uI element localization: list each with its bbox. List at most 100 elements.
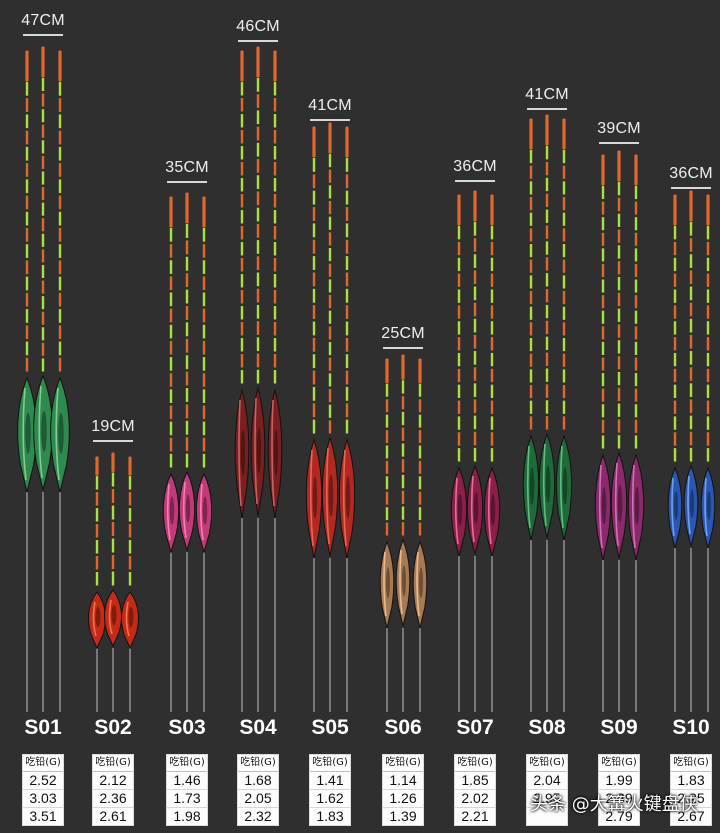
weight-value: 2.95 xyxy=(527,790,567,808)
weight-value: 3.51 xyxy=(29,808,57,824)
float-body-highlight xyxy=(55,387,60,481)
float-body xyxy=(162,472,180,554)
float-body xyxy=(104,589,122,648)
float-body xyxy=(627,453,645,561)
weight-table-header: 吃铅(G) xyxy=(238,755,278,772)
float-body-shadow xyxy=(202,496,208,525)
float-body xyxy=(483,466,501,557)
weight-value: 1.99 xyxy=(599,772,639,790)
model-label-s09: S09 xyxy=(600,716,638,739)
length-underline xyxy=(455,180,495,182)
weight-value: 2.12 xyxy=(93,772,133,790)
float-body-highlight xyxy=(108,599,113,635)
float-body-shadow xyxy=(457,493,463,526)
weight-value: 2.04 xyxy=(527,772,567,790)
float-body-highlight xyxy=(598,464,603,549)
float-body-shadow xyxy=(562,467,568,505)
float-body-highlight xyxy=(182,481,187,539)
weight-value: 1.41 xyxy=(310,772,350,790)
float-body-shadow xyxy=(402,565,406,597)
float-body-highlight xyxy=(470,475,475,543)
float-body xyxy=(88,591,106,650)
weight-value: 1.68 xyxy=(238,772,278,790)
float-body-shadow xyxy=(707,491,711,520)
model-label-s03: S03 xyxy=(168,716,206,739)
float-body-highlight xyxy=(704,477,708,537)
float-body-shadow xyxy=(274,429,278,476)
float-body xyxy=(555,434,573,541)
weight-table-header: 吃铅(G) xyxy=(671,755,711,772)
weight-value: 1.46 xyxy=(167,772,207,790)
length-label-s08: 41CM xyxy=(525,86,569,103)
weight-table-s03: 吃铅(G) 1.46 1.73 1.98 xyxy=(166,754,208,826)
float-body xyxy=(594,453,612,561)
weight-value: 1.26 xyxy=(383,790,423,808)
length-underline xyxy=(310,119,350,121)
weight-value: 1.83 xyxy=(671,772,711,790)
float-body xyxy=(50,376,70,493)
float-body-shadow xyxy=(545,465,551,503)
float-body-highlight xyxy=(238,399,242,507)
float-body-highlight xyxy=(254,397,258,505)
float-body-highlight xyxy=(416,551,420,617)
model-label-s06: S06 xyxy=(384,716,422,739)
float-body-highlight xyxy=(671,477,675,537)
float-body-highlight xyxy=(687,475,691,535)
float-body-highlight xyxy=(526,445,531,529)
weight-value: 2.67 xyxy=(677,808,705,824)
float-body-shadow xyxy=(241,429,245,476)
float-body xyxy=(33,374,53,491)
weight-table-s01: 吃铅(G) 2.52 3.03 3.51 xyxy=(22,754,64,826)
float-body-highlight xyxy=(38,385,43,479)
float-body-shadow xyxy=(473,491,479,524)
float-body-shadow xyxy=(617,484,623,523)
float-body-highlight xyxy=(166,483,171,541)
float-body xyxy=(610,451,628,559)
model-label-s05: S05 xyxy=(311,716,349,739)
weight-value: 3.03 xyxy=(23,790,63,808)
length-label-s01: 47CM xyxy=(21,12,65,29)
float-body-shadow xyxy=(690,489,694,518)
float-body-highlight xyxy=(614,462,619,547)
float-body-highlight xyxy=(309,449,314,547)
weight-value: 2.39 xyxy=(599,790,639,808)
weight-value: 1.14 xyxy=(383,772,423,790)
float-body-shadow xyxy=(58,412,64,454)
length-label-s10: 36CM xyxy=(669,165,713,182)
float-body xyxy=(538,432,556,539)
float-body-shadow xyxy=(490,493,496,526)
float-body-highlight xyxy=(399,549,403,615)
length-label-s09: 39CM xyxy=(597,120,641,137)
weight-value: 2.61 xyxy=(99,808,127,824)
float-body-highlight xyxy=(342,449,347,547)
weight-value: 1.83 xyxy=(316,808,344,824)
float-body-shadow xyxy=(312,476,318,519)
weight-table-s02: 吃铅(G) 2.12 2.36 2.61 xyxy=(92,754,134,826)
length-underline xyxy=(167,181,207,183)
float-body xyxy=(466,464,484,555)
weight-table-s06: 吃铅(G) 1.14 1.26 1.39 xyxy=(382,754,424,826)
float-body-shadow xyxy=(419,567,423,599)
length-underline xyxy=(238,40,278,42)
float-body-shadow xyxy=(529,467,535,505)
float-body-highlight xyxy=(454,477,459,545)
length-underline xyxy=(599,142,639,144)
length-label-s02: 19CM xyxy=(91,418,135,435)
weight-table-header: 吃铅(G) xyxy=(527,755,567,772)
weight-table-header: 吃铅(G) xyxy=(599,755,639,772)
float-body xyxy=(450,466,468,557)
float-body-shadow xyxy=(386,567,390,599)
float-body xyxy=(321,436,339,557)
weight-value: 2.21 xyxy=(461,808,489,824)
weight-table-header: 吃铅(G) xyxy=(455,755,495,772)
float-body xyxy=(195,472,213,554)
float-body-highlight xyxy=(271,399,275,507)
float-body-highlight xyxy=(199,483,204,541)
float-body-highlight xyxy=(542,443,547,527)
length-label-s07: 36CM xyxy=(453,158,497,175)
float-body-shadow xyxy=(41,410,47,452)
weight-table-header: 吃铅(G) xyxy=(93,755,133,772)
weight-value: 2.52 xyxy=(23,772,63,790)
float-body-shadow xyxy=(95,607,101,628)
